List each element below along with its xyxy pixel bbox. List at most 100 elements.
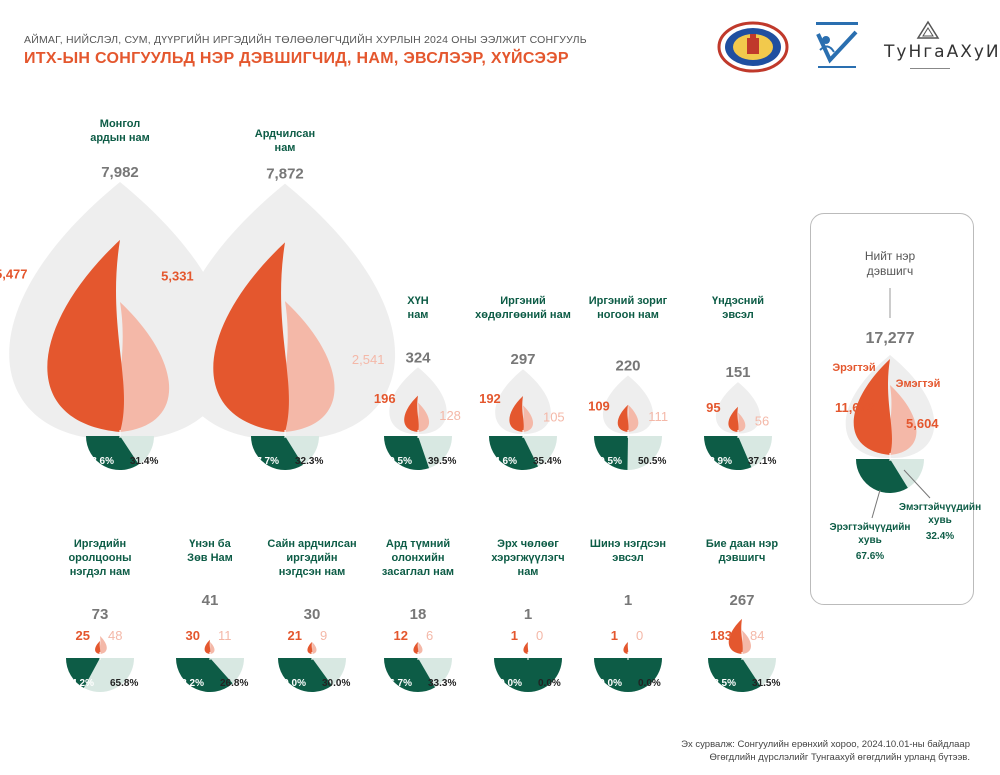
- total-candidates-box: [810, 213, 974, 605]
- female-flame: [417, 642, 423, 654]
- female-pct-label: 31.5%: [752, 678, 780, 689]
- tungaakhui-logo-text: ТуНгаАХуИ: [884, 42, 1000, 62]
- female-flame: [741, 630, 752, 654]
- female-count-label: 0: [636, 628, 643, 643]
- total-halo: [715, 382, 761, 434]
- male-share-wedge: [278, 658, 332, 692]
- female-count-label: 84: [750, 628, 764, 643]
- party-name-label: нэгдэл нам: [70, 566, 131, 578]
- party-name-label: Бие даан нэр: [706, 538, 778, 550]
- party-name-label: нам: [518, 566, 539, 578]
- male-share-wedge: [251, 436, 303, 470]
- male-pct-label: 62.9%: [704, 456, 732, 467]
- female-pct-label: 37.1%: [748, 456, 776, 467]
- party-total-label: 297: [510, 351, 535, 368]
- male-count-label: 95: [706, 400, 720, 415]
- female-count-label: 6: [426, 628, 433, 643]
- male-count-label: 30: [186, 628, 200, 643]
- male-share-wedge: [594, 658, 662, 692]
- female-pct-label: 0.0%: [638, 678, 661, 689]
- male-pct-label: 67.7%: [251, 456, 279, 467]
- male-flame: [307, 642, 313, 654]
- male-flame: [204, 639, 211, 654]
- chart-subtitle: АЙМАГ, НИЙСЛЭЛ, СУМ, ДҮҮРГИЙН ИРГЭДИЙН Т…: [24, 34, 587, 46]
- female-flame: [209, 642, 215, 654]
- male-count-label: 5,331: [161, 268, 194, 283]
- male-flame: [413, 642, 419, 654]
- male-count-label: 5,477: [0, 266, 28, 281]
- party-total-label: 151: [725, 364, 750, 381]
- male-count-label: 192: [479, 391, 501, 406]
- female-pct-label: 39.5%: [428, 456, 456, 467]
- male-pct-label: 100.0%: [488, 678, 522, 689]
- female-count-label: 2,541: [352, 352, 385, 367]
- overall-male-share-label: хувь: [858, 535, 882, 546]
- party-name-label: Ард түмний: [386, 538, 450, 550]
- male-flame: [523, 642, 529, 654]
- male-pct-label: 66.7%: [384, 678, 412, 689]
- party-name-label: Ардчилсан: [255, 128, 315, 140]
- male-flame: [509, 396, 524, 432]
- male-share-wedge: [856, 459, 908, 493]
- male-flame: [47, 239, 124, 432]
- party-total-label: 1: [524, 606, 532, 623]
- party-total-label: 7,982: [101, 164, 139, 181]
- male-share-wedge: [489, 436, 539, 470]
- male-share-wedge: [66, 658, 100, 688]
- overall-male-count: 11,673: [835, 400, 874, 415]
- party-name-label: нам: [408, 309, 429, 321]
- party-name-label: ардын нам: [90, 132, 150, 144]
- election-commission-logo: [717, 21, 789, 73]
- female-pct-label: 65.8%: [110, 678, 138, 689]
- party-name-label: нам: [275, 142, 296, 154]
- male-count-label: 109: [588, 398, 610, 413]
- female-pct-label: 31.4%: [130, 456, 158, 467]
- overall-title-label: дэвшигч: [867, 264, 914, 278]
- source-note: Эх сурвалж: Сонгуулийн ерөнхий хороо, 20…: [681, 738, 970, 764]
- overall-title-label: Нийт нэр: [865, 249, 916, 263]
- male-flame: [728, 618, 743, 654]
- female-pct-label: 50.5%: [638, 456, 666, 467]
- total-halo: [389, 367, 447, 434]
- male-share-wedge: [384, 658, 436, 692]
- female-count-label: 9: [320, 628, 327, 643]
- female-flame: [282, 301, 335, 432]
- party-name-label: Монгол: [100, 118, 140, 130]
- male-pct-label: 64.6%: [489, 456, 517, 467]
- party-name-label: хэрэгжүүлэгч: [491, 552, 564, 564]
- party-name-label: Сайн ардчилсан: [267, 538, 356, 550]
- voter-education-logo: [816, 22, 858, 68]
- chart-title: ИТХ-ЫН СОНГУУЛЬД НЭР ДЭВШИГЧИД, НАМ, ЭВС…: [24, 50, 569, 67]
- party-name-label: ногоон нам: [597, 309, 659, 321]
- male-count-label: 1: [511, 628, 518, 643]
- overall-male-share-label: Эрэгтэйчүүдийн: [830, 522, 911, 533]
- overall-female-flame: [888, 385, 917, 455]
- party-total-label: 267: [729, 592, 754, 609]
- overall-total-label: 17,277: [866, 330, 915, 347]
- party-total-label: 73: [92, 606, 109, 623]
- party-name-label: ХҮН: [407, 295, 428, 307]
- male-pct-label: 70.0%: [278, 678, 306, 689]
- female-flame: [117, 302, 170, 432]
- male-pct-label: 68.5%: [708, 678, 736, 689]
- party-total-label: 220: [615, 357, 640, 374]
- female-pct-label: 32.3%: [295, 456, 323, 467]
- total-halo: [495, 369, 551, 434]
- party-name-label: Иргэний: [500, 295, 545, 307]
- female-flame: [627, 404, 639, 432]
- male-count-label: 196: [374, 391, 396, 406]
- party-total-label: 30: [304, 606, 321, 623]
- party-name-label: эвсэл: [722, 309, 753, 321]
- female-flame: [522, 405, 534, 432]
- party-total-label: 18: [410, 606, 427, 623]
- male-pct-label: 68.6%: [86, 456, 114, 467]
- overall-male-flame: [853, 359, 892, 455]
- total-halo: [602, 375, 654, 434]
- party-name-label: Иргэний зориг: [589, 295, 668, 307]
- male-share-wedge: [708, 658, 761, 692]
- overall-female-label: Эмэгтэй: [896, 378, 941, 390]
- party-name-label: Үнэн ба: [189, 538, 231, 550]
- source-line-1: Эх сурвалж: Сонгуулийн ерөнхий хороо, 20…: [681, 739, 970, 750]
- source-line-2: Өгөгдлийн дүрслэлийг Тунгаахуй өгөгдлийн…: [709, 752, 970, 763]
